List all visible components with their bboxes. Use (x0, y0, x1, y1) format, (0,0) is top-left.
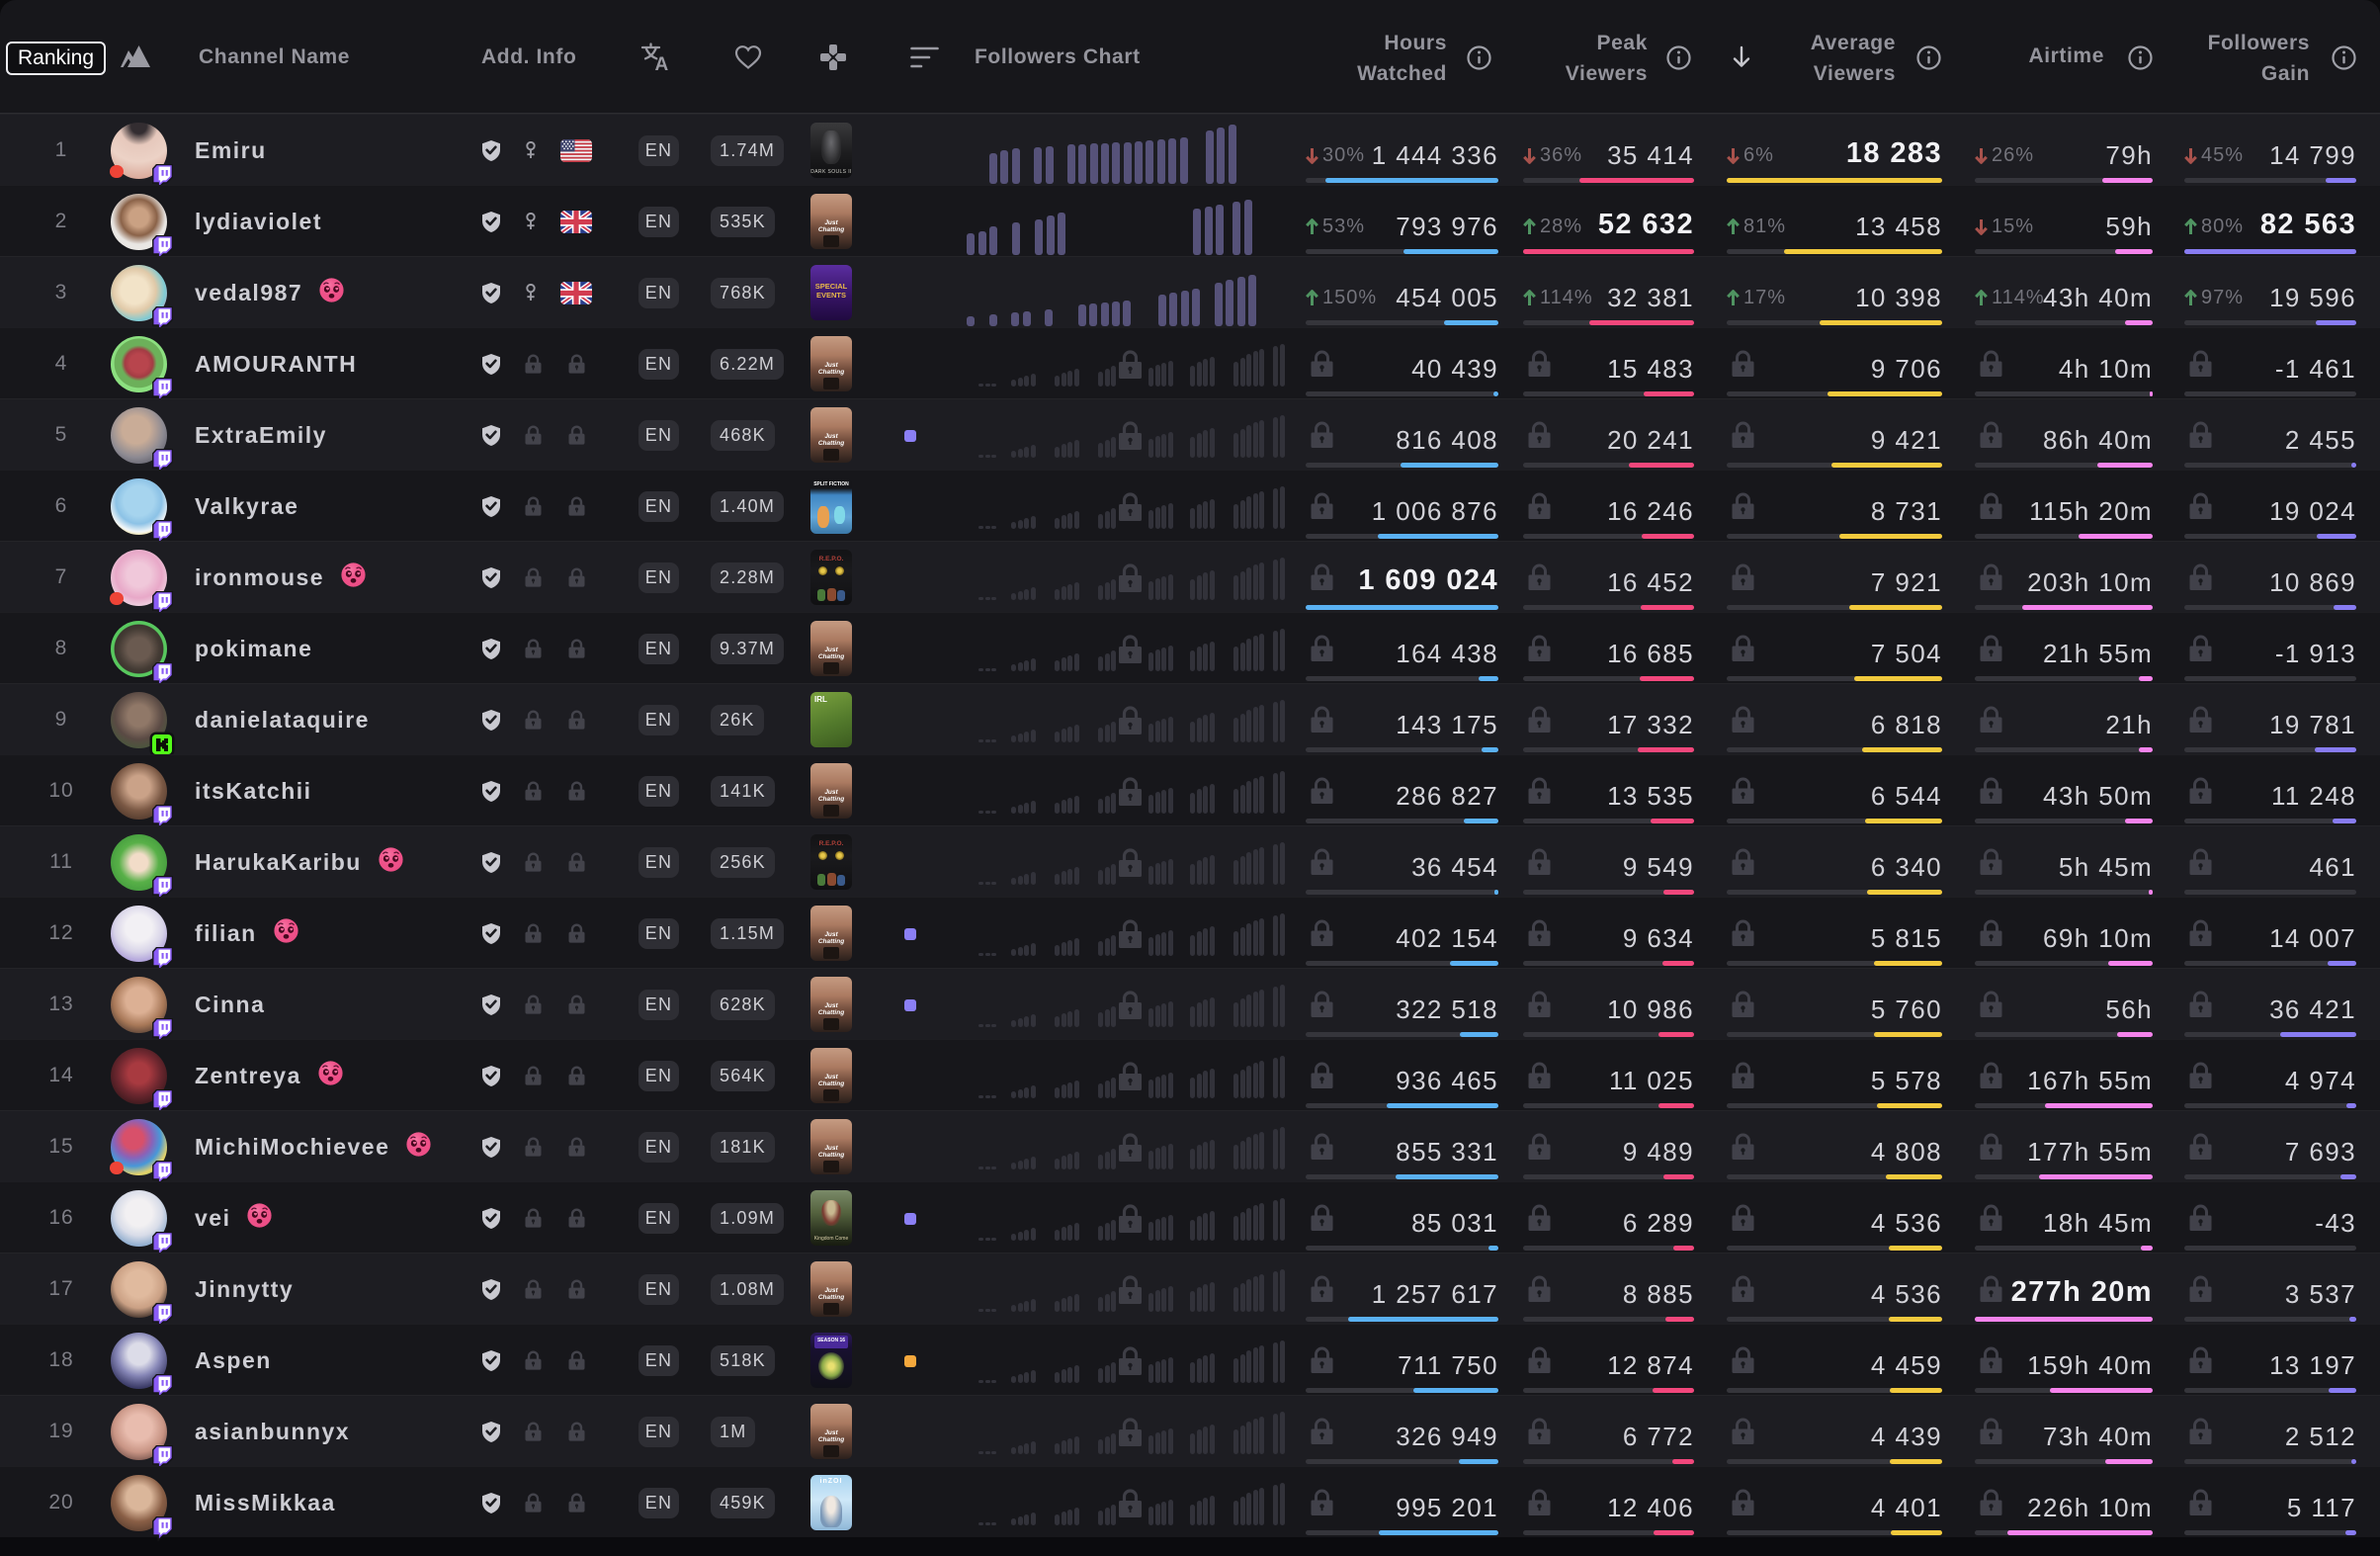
svg-text:A: A (655, 54, 669, 72)
